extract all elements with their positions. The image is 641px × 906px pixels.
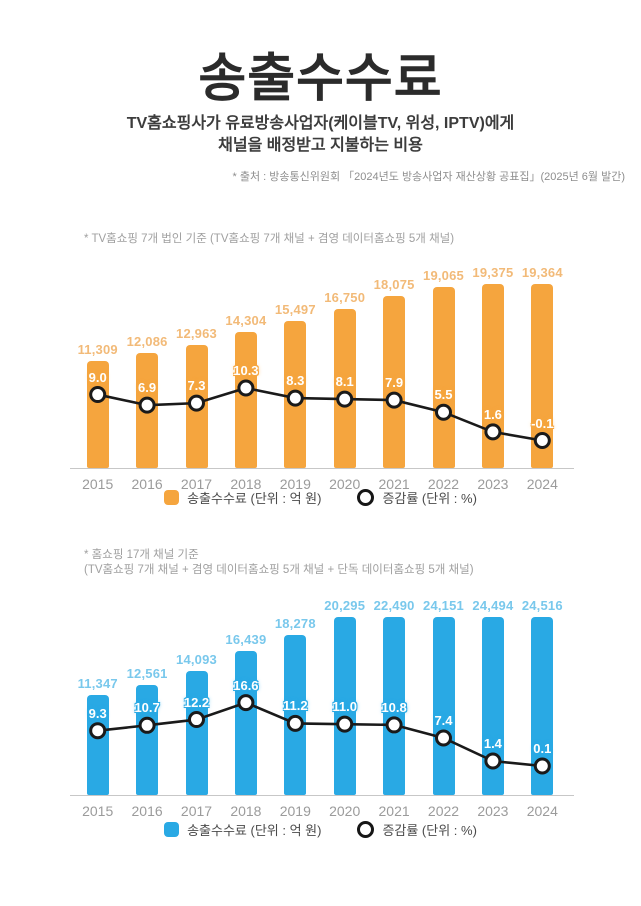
chart-0-note: * TV홈쇼핑 7개 법인 기준 (TV홈쇼핑 7개 채널 + 겸영 데이터홈쇼…: [84, 233, 455, 245]
bar-value-2017: 12,963: [176, 325, 217, 341]
bar-value-2024: 24,516: [521, 598, 563, 613]
growth-legend-label: 증감률 (단위 : %): [382, 491, 477, 506]
bar-2019: [284, 634, 307, 795]
growth-swatch: [357, 489, 375, 506]
x-tick-2021: 2021: [378, 476, 410, 492]
bar-value-2023: 19,375: [472, 264, 514, 280]
x-tick-2020: 2020: [329, 476, 361, 492]
bar-value-2021: 22,490: [373, 598, 415, 613]
growth-value-2022: 7.4: [434, 712, 453, 728]
x-tick-2015: 2015: [82, 803, 114, 819]
x-tick-2023: 2023: [477, 803, 509, 819]
bar-2017: [185, 344, 208, 468]
bar-value-2022: 19,065: [423, 267, 464, 283]
bar-value-2022: 24,151: [423, 598, 464, 613]
x-tick-2016: 2016: [131, 476, 163, 492]
bar-2018: [234, 332, 257, 468]
chart-1-note: * 홈쇼핑 17개 채널 기준: [84, 549, 199, 561]
fees-legend-label: 송출수수료 (단위 : 억 원): [187, 823, 322, 838]
bar-2022: [432, 286, 455, 468]
growth-value-2018: 16.6: [233, 677, 259, 693]
legend-item-fees: 송출수수료 (단위 : 억 원): [164, 488, 321, 507]
bar-value-2016: 12,561: [126, 665, 168, 681]
bar-2016: [136, 353, 159, 468]
growth-value-2018: 10.3: [233, 362, 259, 378]
growth-value-2017: 7.3: [187, 378, 206, 394]
x-tick-2024: 2024: [526, 803, 558, 819]
bar-value-2018: 14,304: [225, 313, 267, 329]
bar-2019: [284, 320, 307, 468]
legend-item-growth: 증감률 (단위 : %): [357, 820, 477, 839]
bar-value-2023: 24,494: [472, 598, 514, 613]
growth-value-2022: 5.5: [434, 387, 453, 403]
bar-value-2015: 11,309: [77, 341, 118, 357]
growth-value-2024: -0.1: [531, 415, 554, 431]
legend-item-growth: 증감률 (단위 : %): [357, 488, 477, 507]
bar-value-2019: 18,278: [274, 615, 316, 631]
bar-value-2018: 16,439: [225, 631, 267, 647]
chart-1-legend: 송출수수료 (단위 : 억 원) 증감률 (단위 : %): [0, 820, 641, 839]
source-note: * 출처 : 방송통신위원회 「2024년도 방송사업자 재산상황 공표집」(2…: [232, 171, 625, 183]
growth-value-2024: 0.1: [533, 741, 552, 757]
x-tick-2022: 2022: [427, 803, 460, 819]
fees-swatch: [164, 490, 180, 505]
bar-value-2021: 18,075: [373, 277, 415, 293]
page-subtitle: TV홈쇼핑사가 유료방송사업자(케이블TV, 위성, IPTV)에게 채널을 배…: [0, 113, 641, 158]
growth-value-2021: 7.9: [385, 375, 404, 391]
bar-2024: [531, 284, 554, 468]
growth-value-2015: 9.0: [88, 369, 107, 385]
bar-value-2019: 15,497: [274, 301, 316, 317]
x-tick-2021: 2021: [378, 803, 410, 819]
growth-value-2019: 8.3: [286, 373, 305, 389]
bar-value-2016: 12,086: [126, 334, 168, 350]
bar-2017: [185, 671, 208, 795]
x-tick-2018: 2018: [230, 476, 262, 492]
growth-legend-label: 증감률 (단위 : %): [382, 823, 477, 838]
bar-value-2020: 20,295: [324, 598, 366, 613]
x-tick-2023: 2023: [477, 476, 509, 492]
growth-value-2020: 8.1: [335, 374, 354, 390]
x-tick-2019: 2019: [279, 803, 311, 819]
x-tick-2019: 2019: [279, 476, 311, 492]
page-subtitle-line1: TV홈쇼핑사가 유료방송사업자(케이블TV, 위성, IPTV)에게: [126, 115, 515, 132]
page-subtitle-line2: 채널을 배정받고 지불하는 비용: [218, 137, 423, 155]
bar-2023: [481, 617, 504, 795]
bar-value-2015: 11,347: [77, 676, 118, 692]
x-tick-2020: 2020: [329, 803, 361, 819]
x-tick-2016: 2016: [131, 803, 163, 819]
bar-value-2024: 19,364: [521, 265, 563, 281]
x-tick-2017: 2017: [180, 803, 213, 819]
growth-value-2017: 12.2: [183, 694, 210, 710]
bar-value-2020: 16,750: [324, 289, 366, 305]
page-title: 송출수수료: [198, 50, 443, 108]
chart-1-note: (TV홈쇼핑 7개 채널 + 겸영 데이터홈쇼핑 5개 채널 + 단독 데이터홈…: [84, 563, 474, 576]
chart-0-x-axis: [70, 468, 574, 469]
bar-value-2017: 14,093: [176, 652, 217, 668]
x-tick-2024: 2024: [526, 476, 558, 492]
growth-swatch: [357, 821, 375, 838]
bar-2023: [481, 283, 504, 468]
fees-swatch: [164, 822, 180, 837]
x-tick-2015: 2015: [82, 476, 114, 492]
fees-legend-label: 송출수수료 (단위 : 억 원): [187, 491, 322, 506]
chart-1-x-axis: [70, 795, 574, 796]
bar-2024: [531, 617, 554, 795]
bar-2022: [432, 617, 455, 795]
x-tick-2018: 2018: [230, 803, 262, 819]
bar-2018: [234, 650, 257, 795]
chart-0-legend: 송출수수료 (단위 : 억 원) 증감률 (단위 : %): [0, 488, 641, 507]
x-tick-2022: 2022: [427, 476, 460, 492]
legend-item-fees: 송출수수료 (단위 : 억 원): [164, 820, 321, 839]
x-tick-2017: 2017: [180, 476, 213, 492]
